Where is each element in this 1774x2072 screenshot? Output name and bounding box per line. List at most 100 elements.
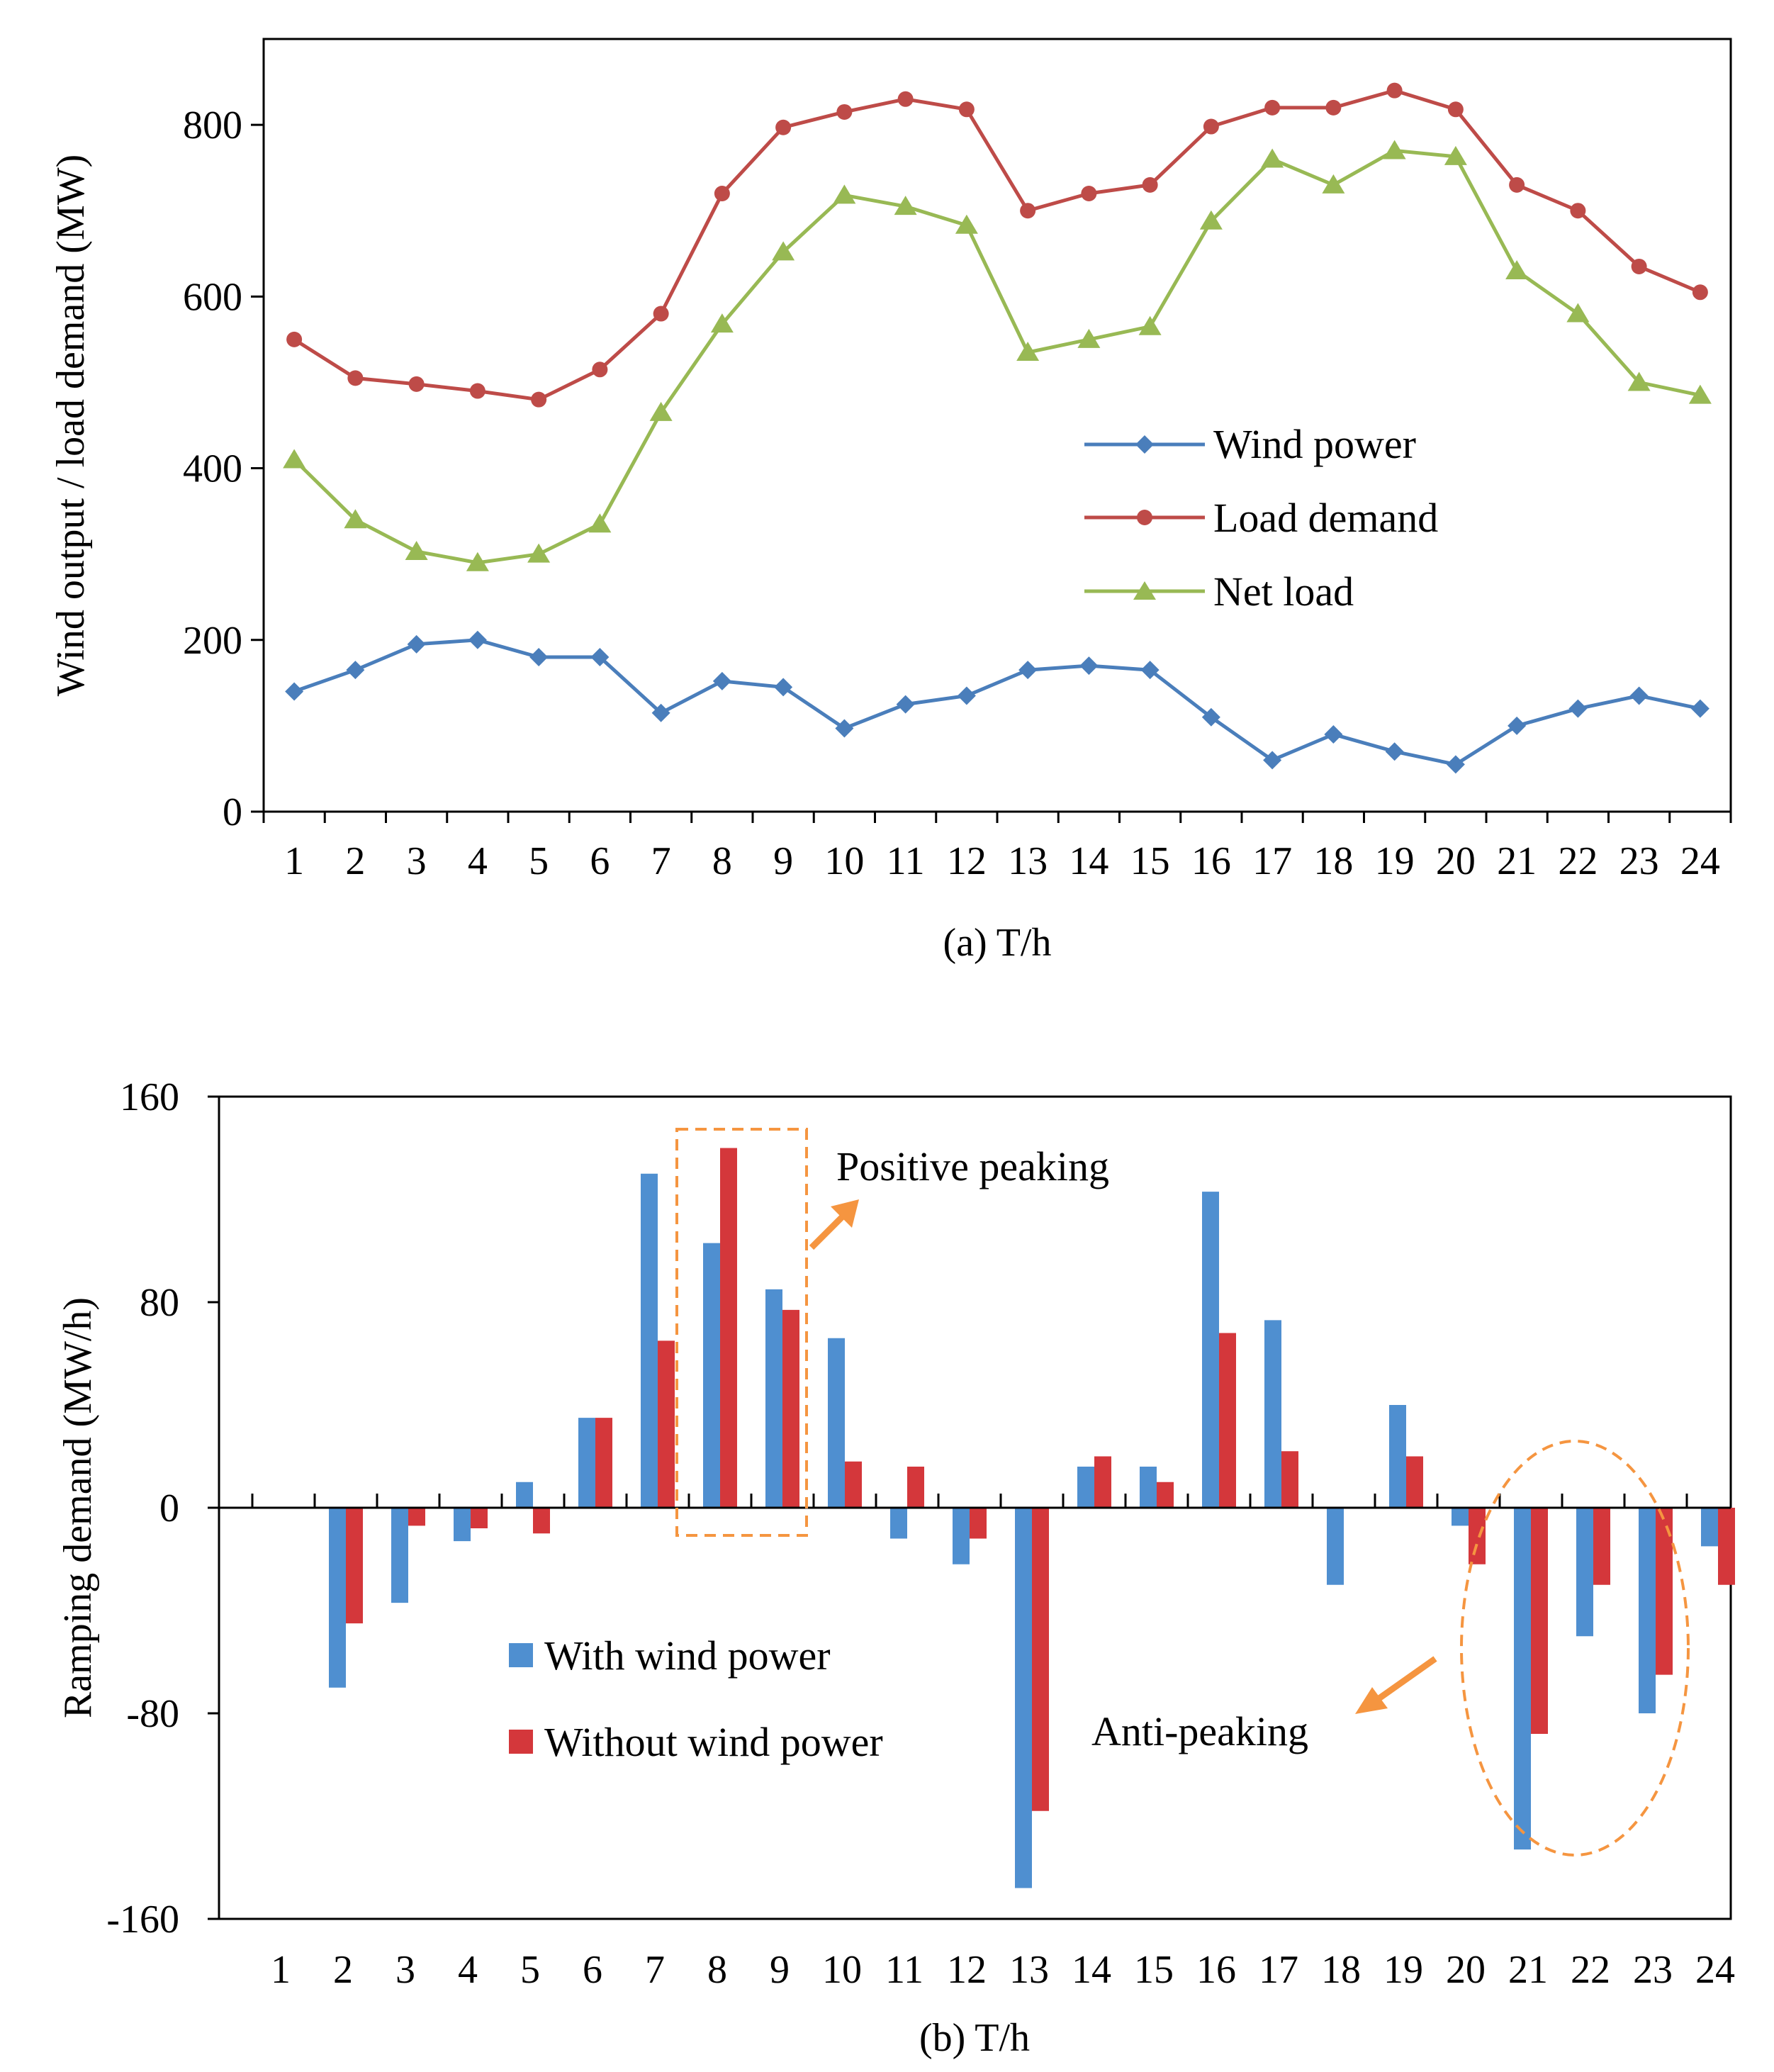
x-tick-label: 2 bbox=[345, 839, 365, 883]
bar-with-wind-power bbox=[1202, 1192, 1219, 1508]
data-point-load-demand bbox=[897, 91, 914, 107]
data-point-wind-power bbox=[1018, 661, 1038, 680]
x-tick-label: 23 bbox=[1619, 839, 1659, 883]
data-point-wind-power bbox=[285, 682, 304, 701]
x-tick-label: 10 bbox=[824, 839, 864, 883]
bar-without-wind-power bbox=[782, 1309, 799, 1508]
series-line-load-demand bbox=[293, 89, 1701, 402]
bar-without-wind-power bbox=[720, 1148, 737, 1508]
legend-item-load-demand: Load demand bbox=[1084, 495, 1438, 541]
y-tick-label: -80 bbox=[126, 1692, 179, 1736]
bar-without-wind-power bbox=[845, 1461, 862, 1508]
legend-b: With wind power Without wind power bbox=[509, 1633, 883, 1765]
data-point-wind-power bbox=[1508, 716, 1527, 735]
x-tick-label: 19 bbox=[1375, 839, 1415, 883]
bar-without-wind-power bbox=[533, 1508, 550, 1534]
data-point-net-load bbox=[894, 196, 917, 215]
x-tick-label: 22 bbox=[1571, 1948, 1610, 1992]
series-group-a bbox=[283, 82, 1712, 774]
bar-with-wind-power bbox=[1077, 1467, 1094, 1508]
bar-with-wind-power bbox=[1264, 1320, 1281, 1508]
data-point-load-demand bbox=[347, 370, 364, 386]
bar-with-wind-power bbox=[391, 1508, 408, 1603]
x-tick-label: 18 bbox=[1313, 839, 1353, 883]
data-point-net-load bbox=[1199, 210, 1223, 230]
data-point-wind-power bbox=[529, 648, 549, 666]
x-tick-label: 21 bbox=[1508, 1948, 1548, 1992]
bar-with-wind-power bbox=[1140, 1467, 1157, 1508]
legend-item-net-load: Net load bbox=[1084, 569, 1354, 615]
x-tick-label: 16 bbox=[1196, 1948, 1236, 1992]
data-point-wind-power bbox=[1201, 707, 1220, 727]
x-tick-label: 5 bbox=[520, 1948, 540, 1992]
legend-marker-net-load bbox=[1133, 581, 1156, 600]
x-tick-label: 20 bbox=[1446, 1948, 1486, 1992]
bar-with-wind-power bbox=[578, 1418, 595, 1508]
x-tick-label: 9 bbox=[770, 1948, 790, 1992]
data-point-net-load bbox=[772, 241, 795, 261]
data-point-net-load bbox=[649, 401, 673, 421]
legend-item-without-wind-power: Without wind power bbox=[509, 1719, 883, 1765]
bar-without-wind-power bbox=[471, 1508, 488, 1528]
x-tick-label: 14 bbox=[1069, 839, 1108, 883]
bar-without-wind-power bbox=[1593, 1508, 1610, 1585]
bar-without-wind-power bbox=[970, 1508, 987, 1539]
bar-without-wind-power bbox=[1281, 1451, 1298, 1508]
data-point-load-demand bbox=[531, 391, 547, 408]
anti-peaking-arrow-icon bbox=[1373, 1656, 1437, 1704]
bar-with-wind-power bbox=[703, 1243, 720, 1508]
data-point-load-demand bbox=[1203, 118, 1219, 135]
bar-without-wind-power bbox=[1094, 1456, 1111, 1508]
x-tick-label: 17 bbox=[1252, 839, 1292, 883]
positive-peaking-arrowhead-icon bbox=[831, 1199, 859, 1228]
x-tick-label: 15 bbox=[1134, 1948, 1174, 1992]
data-point-wind-power bbox=[468, 630, 487, 649]
bar-without-wind-power bbox=[1718, 1508, 1735, 1585]
bar-with-wind-power bbox=[454, 1508, 471, 1542]
bar-with-wind-power bbox=[1327, 1508, 1344, 1585]
data-point-wind-power bbox=[590, 648, 610, 666]
data-point-wind-power bbox=[1079, 656, 1099, 676]
x-tick-label: 24 bbox=[1680, 839, 1720, 883]
anti-peaking-arrowhead-icon bbox=[1355, 1687, 1388, 1714]
x-tick-label: 7 bbox=[645, 1948, 665, 1992]
x-tick-label: 3 bbox=[407, 839, 427, 883]
data-point-net-load bbox=[283, 449, 306, 469]
data-point-load-demand bbox=[1264, 99, 1281, 116]
y-axis-b: -160 -80 0 80 160 bbox=[106, 1075, 219, 1942]
bar-without-wind-power bbox=[907, 1467, 924, 1508]
x-tick-label: 12 bbox=[947, 839, 987, 883]
data-point-wind-power bbox=[651, 703, 670, 722]
x-tick-label: 4 bbox=[458, 1948, 478, 1992]
data-point-net-load bbox=[344, 509, 367, 529]
x-tick-label: 23 bbox=[1633, 1948, 1673, 1992]
data-point-load-demand bbox=[1570, 203, 1586, 219]
positive-peaking-arrow-icon bbox=[809, 1209, 850, 1250]
bar-with-wind-power bbox=[1514, 1508, 1531, 1850]
data-point-wind-power bbox=[346, 661, 365, 680]
bar-with-wind-power bbox=[1389, 1405, 1406, 1508]
x-tick-label: 20 bbox=[1436, 839, 1476, 883]
plot-area-a bbox=[262, 38, 1732, 813]
x-tick-label: 14 bbox=[1072, 1948, 1111, 1992]
legend-item-wind-power: Wind power bbox=[1084, 421, 1416, 467]
x-tick-label: 17 bbox=[1259, 1948, 1298, 1992]
data-point-net-load bbox=[405, 541, 428, 561]
data-point-wind-power bbox=[1446, 755, 1465, 774]
bar-with-wind-power bbox=[953, 1508, 970, 1564]
data-point-wind-power bbox=[1263, 751, 1282, 770]
x-tick-label: 8 bbox=[712, 839, 732, 883]
y-axis-title-a: Wind output / load demand (MW) bbox=[49, 155, 93, 696]
data-point-net-load bbox=[1077, 328, 1101, 348]
data-point-net-load bbox=[1261, 148, 1284, 168]
legend-label-net-load: Net load bbox=[1213, 569, 1354, 615]
bar-with-wind-power bbox=[1015, 1508, 1032, 1888]
x-tick-label: 13 bbox=[1009, 1948, 1049, 1992]
bar-without-wind-power bbox=[1032, 1508, 1049, 1811]
series-line-net-load bbox=[293, 148, 1701, 565]
data-point-net-load bbox=[527, 543, 551, 563]
bar-without-wind-power bbox=[658, 1340, 675, 1508]
data-point-wind-power bbox=[957, 686, 976, 705]
data-point-net-load bbox=[710, 313, 734, 333]
